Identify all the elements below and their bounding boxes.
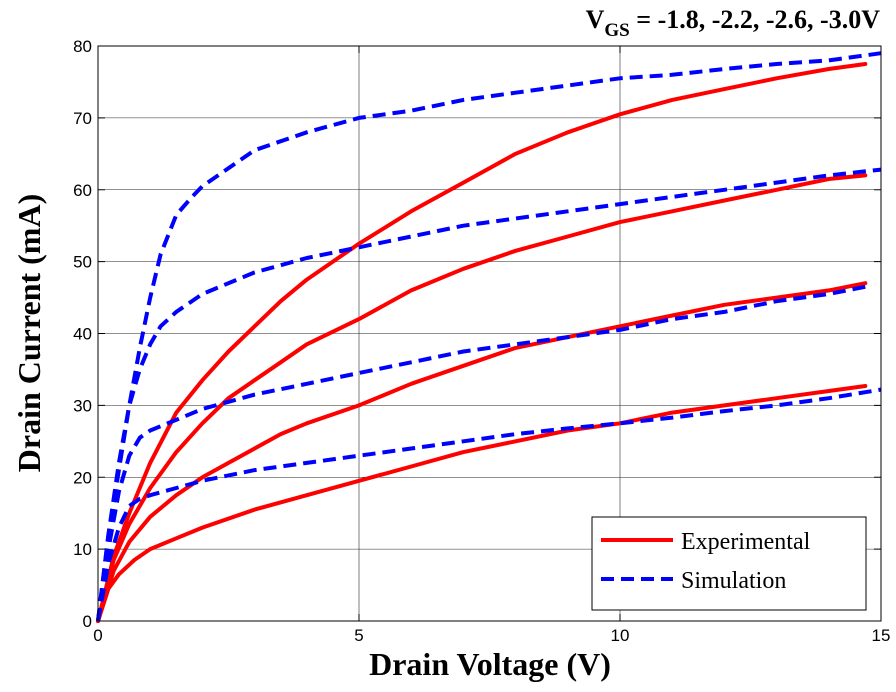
- experimental-series-line-2: [96, 173, 868, 623]
- y-tick-label: 60: [73, 181, 92, 200]
- series-layer: [96, 51, 882, 623]
- y-tick-label: 10: [73, 540, 92, 559]
- y-tick-label: 20: [73, 468, 92, 487]
- experimental-series-line-0: [96, 384, 868, 623]
- y-tick-label: 30: [73, 396, 92, 415]
- simulation-series-line-4: [96, 387, 882, 622]
- x-tick-label: 10: [611, 626, 630, 645]
- x-tick-label: 5: [354, 626, 363, 645]
- legend-label-simulation: Simulation: [681, 568, 786, 594]
- legend-label-experimental: Experimental: [681, 529, 811, 555]
- simulation-series-line-5: [96, 284, 866, 622]
- x-axis-label: Drain Voltage (V): [369, 646, 611, 682]
- y-tick-label: 0: [83, 612, 92, 631]
- experimental-series-line-1: [96, 281, 868, 623]
- chart-title: VGS = -1.8, -2.2, -2.6, -3.0V: [586, 5, 881, 41]
- axis-ticks: 0 5 10 15 0 10 20 30 40 50 60 70 80: [73, 37, 890, 645]
- experimental-series-line-3: [96, 62, 868, 623]
- simulation-series-line-6: [96, 167, 882, 622]
- legend-box: [591, 516, 867, 611]
- y-tick-label: 80: [73, 37, 92, 56]
- y-tick-label: 50: [73, 253, 92, 272]
- y-tick-label: 70: [73, 109, 92, 128]
- y-axis-label: Drain Current (mA): [11, 194, 47, 472]
- simulation-series-line-7: [96, 51, 882, 622]
- x-tick-label: 15: [872, 626, 891, 645]
- legend: Experimental Simulation: [591, 516, 867, 611]
- y-tick-label: 40: [73, 325, 92, 344]
- x-tick-label: 0: [93, 626, 102, 645]
